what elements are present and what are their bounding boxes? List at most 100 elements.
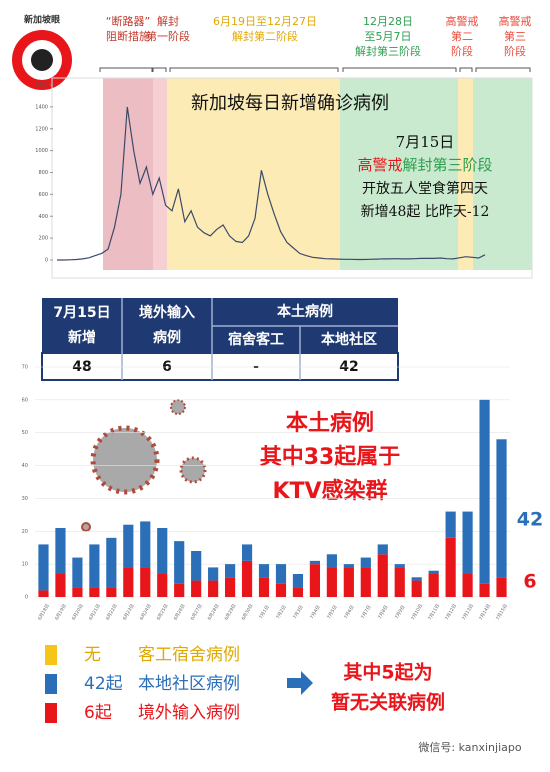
bar-segment (377, 544, 388, 555)
legend-name: 境外输入病例 (138, 703, 240, 723)
arrow (287, 671, 313, 695)
note-line: 开放五人堂食第四天 (362, 180, 488, 197)
y-tick-label: 400 (38, 214, 48, 220)
callout-line: KTV感染群 (272, 478, 387, 504)
bar-segment (428, 574, 439, 597)
phase-bracket (342, 67, 457, 72)
note-phase-b: 解封第三阶段 (403, 156, 493, 174)
bar-segment (225, 564, 236, 578)
bar-segment (445, 537, 456, 597)
bar-segment (208, 580, 219, 597)
bar-segment (445, 511, 456, 538)
y-tick-label: 30 (22, 496, 28, 502)
phase-label: 至5月7日 (365, 30, 412, 43)
legend-prefix: 42起 (84, 674, 123, 694)
bar-segment (225, 577, 236, 597)
bar-segment (411, 580, 422, 597)
bar-segment (157, 574, 168, 597)
callout-line: 本土病例 (286, 410, 374, 436)
bar-segment (123, 567, 134, 597)
arrow-note: 其中5起为 (343, 661, 432, 684)
bar-segment (496, 577, 507, 597)
y-tick-label: 600 (38, 192, 48, 198)
phase-label: 阶段 (451, 44, 473, 58)
phase-band (458, 78, 473, 270)
legend-swatch (45, 703, 57, 723)
y-tick-label: 10 (22, 562, 28, 568)
callout-line: 其中33起属于 (260, 445, 401, 470)
table-row (41, 352, 399, 381)
legend-entry: 无 客工宿舍病例 (84, 645, 240, 665)
bar-segment (123, 524, 134, 568)
bar-segment (174, 541, 185, 584)
legend-swatch (45, 645, 57, 665)
y-tick-label: 60 (22, 397, 28, 403)
bar-segment (38, 590, 49, 597)
bar-segment (140, 567, 151, 597)
logo: 新加坡眼 (12, 14, 72, 90)
bar-segment (106, 587, 117, 597)
bar-segment (343, 567, 354, 597)
legend-prefix: 无 (84, 645, 101, 665)
bar-segment (326, 554, 337, 568)
line (57, 106, 486, 261)
footer: 微信号: kanxinjiapo (418, 740, 521, 754)
bar-segment (394, 564, 405, 568)
bar-segment (140, 521, 151, 568)
legend-swatch (45, 674, 57, 694)
bar-segment (258, 564, 270, 578)
bar-segment (38, 544, 49, 591)
y-tick-label: 50 (22, 430, 28, 436)
legend-name: 客工宿舍病例 (138, 645, 240, 665)
bar-segment (174, 583, 185, 597)
phase-label: 第三 (504, 29, 526, 43)
bar-segment (343, 564, 354, 568)
bar-segment (292, 587, 304, 597)
bar-segment (326, 567, 337, 597)
legend-name: 本地社区病例 (138, 674, 240, 694)
bar-segment (258, 577, 270, 597)
bar-segment (191, 551, 202, 581)
phase-label: 高警戒 (499, 14, 532, 28)
phase-bracket (475, 67, 531, 72)
value-label: 42 (517, 509, 543, 531)
virus-icons (81, 399, 207, 532)
bar-segment (157, 528, 168, 574)
table-header-cell: 宿舍客工 (228, 331, 284, 348)
phase-bracket (99, 67, 153, 72)
bar-segment (191, 580, 202, 597)
bar-segment (89, 587, 100, 597)
virus (179, 456, 207, 484)
plot-frame (51, 77, 533, 279)
bar-segment (360, 557, 371, 568)
logo-pupil (31, 49, 53, 71)
bar-segment (55, 574, 66, 597)
arrow-note: 暂无关联病例 (331, 691, 445, 714)
phase-band (153, 78, 167, 270)
table-header-cell: 新增 (68, 329, 96, 346)
table-header-cell: 7月15日 (53, 305, 110, 321)
bar-segment (377, 554, 388, 597)
table-header-cell: 病例 (153, 329, 181, 346)
phase-label: 高警戒 (446, 14, 479, 28)
legend-entry: 42起 本地社区病例 (84, 674, 240, 694)
phase-label: 第二 (451, 29, 473, 43)
phase-band (340, 78, 458, 270)
bar-segment (241, 544, 253, 561)
bar-segment (275, 583, 287, 597)
phase-bracket (459, 67, 473, 72)
phase-band (473, 78, 532, 270)
table-header-cell: 本地社区 (321, 331, 377, 348)
phase-band (167, 78, 340, 270)
y-tick-label: 1400 (35, 104, 48, 110)
bar-segment (55, 528, 66, 574)
bar-segment (241, 560, 253, 597)
bar-segment (496, 439, 507, 578)
bar-segment (428, 570, 439, 574)
y-tick-label: 1200 (35, 126, 48, 132)
phase-label: 6月19日至12月27日 (213, 15, 317, 28)
virus (81, 522, 91, 532)
bar-segment (462, 511, 473, 574)
phase-label: 解封第三阶段 (355, 44, 421, 58)
